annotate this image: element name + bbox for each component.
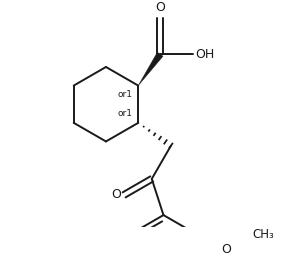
Text: O: O (155, 1, 165, 14)
Text: CH₃: CH₃ (252, 228, 274, 241)
Text: O: O (111, 188, 121, 201)
Text: or1: or1 (118, 109, 133, 118)
Text: OH: OH (195, 48, 215, 61)
Polygon shape (138, 52, 163, 86)
Text: O: O (221, 243, 231, 254)
Text: or1: or1 (118, 90, 133, 99)
